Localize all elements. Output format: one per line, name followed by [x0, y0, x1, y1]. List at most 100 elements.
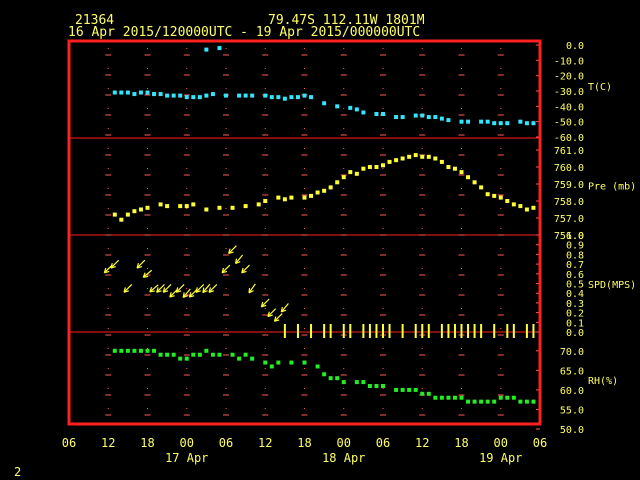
x-day-label: 18 Apr — [322, 451, 365, 465]
pressure-point — [354, 171, 359, 176]
temperature-point — [152, 92, 157, 97]
wind-arrow — [267, 308, 277, 318]
wind-arrow-head — [235, 261, 241, 265]
wind-arrow-head — [202, 290, 208, 294]
pressure-point — [387, 159, 392, 164]
humidity-point — [217, 352, 222, 357]
pressure-point — [466, 175, 471, 180]
pressure-point — [125, 212, 130, 217]
humidity-point — [184, 356, 189, 361]
humidity-point — [439, 395, 444, 400]
wind-arrow-head — [195, 287, 198, 293]
wind-arrow-head — [169, 295, 175, 298]
x-tick-label: 18 — [140, 436, 154, 450]
x-tick-label: 00 — [180, 436, 194, 450]
pressure-point — [531, 205, 536, 210]
pressure-point — [302, 195, 307, 200]
wind-arrow-head — [280, 306, 283, 313]
humidity-point — [335, 376, 340, 381]
pressure-point — [145, 205, 150, 210]
wind-arrow-shaft — [162, 284, 172, 293]
humidity-point — [263, 360, 268, 365]
y-tick-label: -20.0 — [554, 72, 584, 83]
pressure-point — [400, 156, 405, 161]
temperature-point — [125, 90, 130, 95]
pressure-point — [230, 205, 235, 210]
pressure-point — [492, 193, 497, 198]
humidity-point — [269, 364, 274, 369]
wind-arrow-shaft — [235, 254, 244, 264]
wind-arrow-head — [136, 263, 140, 269]
wind-arrow — [195, 284, 205, 293]
humidity-point — [328, 376, 333, 381]
wind-arrow-head — [221, 270, 228, 274]
wind-arrow — [202, 283, 211, 294]
pressure-point — [178, 204, 183, 209]
pressure-point — [433, 156, 438, 161]
pressure-point — [348, 170, 353, 175]
temperature-point — [184, 95, 189, 100]
wind-arrow — [162, 284, 172, 293]
plot-frame — [67, 39, 542, 426]
page-number: 2 — [14, 465, 21, 479]
wind-arrow-head — [260, 301, 264, 307]
humidity-point — [511, 395, 516, 400]
pressure-point — [243, 204, 248, 209]
temperature-point — [191, 95, 196, 100]
wind-arrow-head — [274, 319, 280, 322]
humidity-point — [315, 364, 320, 369]
pressure-point — [191, 202, 196, 207]
x-tick-label: 06 — [376, 436, 390, 450]
wind-arrow — [241, 264, 250, 274]
wind-arrow-shaft — [274, 313, 283, 322]
humidity-point — [119, 348, 124, 353]
wind-arrow — [260, 298, 270, 308]
temperature-point — [322, 101, 327, 106]
humidity-point — [492, 399, 497, 404]
y-tick-label: 50.0 — [560, 425, 584, 436]
wind-arrow — [156, 284, 165, 293]
temperature-point — [282, 96, 287, 101]
wind-arrow-shaft — [110, 259, 120, 269]
wind-arrow-head — [103, 267, 107, 274]
wind-arrow-head — [261, 304, 267, 308]
humidity-point — [250, 356, 255, 361]
humidity-point — [237, 356, 242, 361]
wind-arrow-head — [123, 287, 126, 293]
x-tick-label: 18 — [297, 436, 311, 450]
y-tick-label: -40.0 — [554, 102, 584, 113]
humidity-point — [322, 372, 327, 377]
pressure-point — [374, 165, 379, 169]
station-location: 79.47S 112.11W 1801M — [268, 13, 425, 28]
wind-arrow-shaft — [241, 264, 250, 274]
pressure-point — [328, 185, 333, 190]
pressure-point — [184, 204, 189, 209]
temperature-point — [354, 107, 359, 112]
wind-arrow-shaft — [228, 245, 237, 254]
wind-arrow-head — [281, 309, 287, 313]
y-tick-label: 0.9 — [566, 241, 584, 252]
temperature-point — [420, 113, 425, 118]
wind-arrow-head — [248, 290, 254, 294]
wind-arrow-shaft — [248, 283, 256, 294]
y-tick-label: 756.0 — [554, 231, 584, 242]
temperature-point — [439, 116, 444, 121]
pressure-point — [276, 195, 281, 200]
temperature-point — [158, 92, 163, 97]
wind-arrow — [142, 269, 153, 278]
temperature-point — [505, 121, 510, 126]
wind-arrow-shaft — [260, 298, 270, 308]
temperature-point — [492, 121, 497, 126]
chart-grid — [69, 48, 540, 426]
wind-arrow — [273, 313, 283, 322]
wind-arrow-head — [176, 290, 182, 293]
wind-arrow-head — [156, 287, 159, 293]
humidity-point — [178, 356, 183, 361]
humidity-point — [158, 352, 163, 357]
humidity-point — [367, 384, 372, 388]
pressure-point — [505, 199, 510, 203]
y-tick-label: -60.0 — [554, 133, 584, 144]
time-range: 16 Apr 2015/120000UTC - 19 Apr 2015/0000… — [68, 25, 420, 40]
temperature-point — [498, 121, 503, 126]
wind-arrow-head — [162, 287, 166, 293]
